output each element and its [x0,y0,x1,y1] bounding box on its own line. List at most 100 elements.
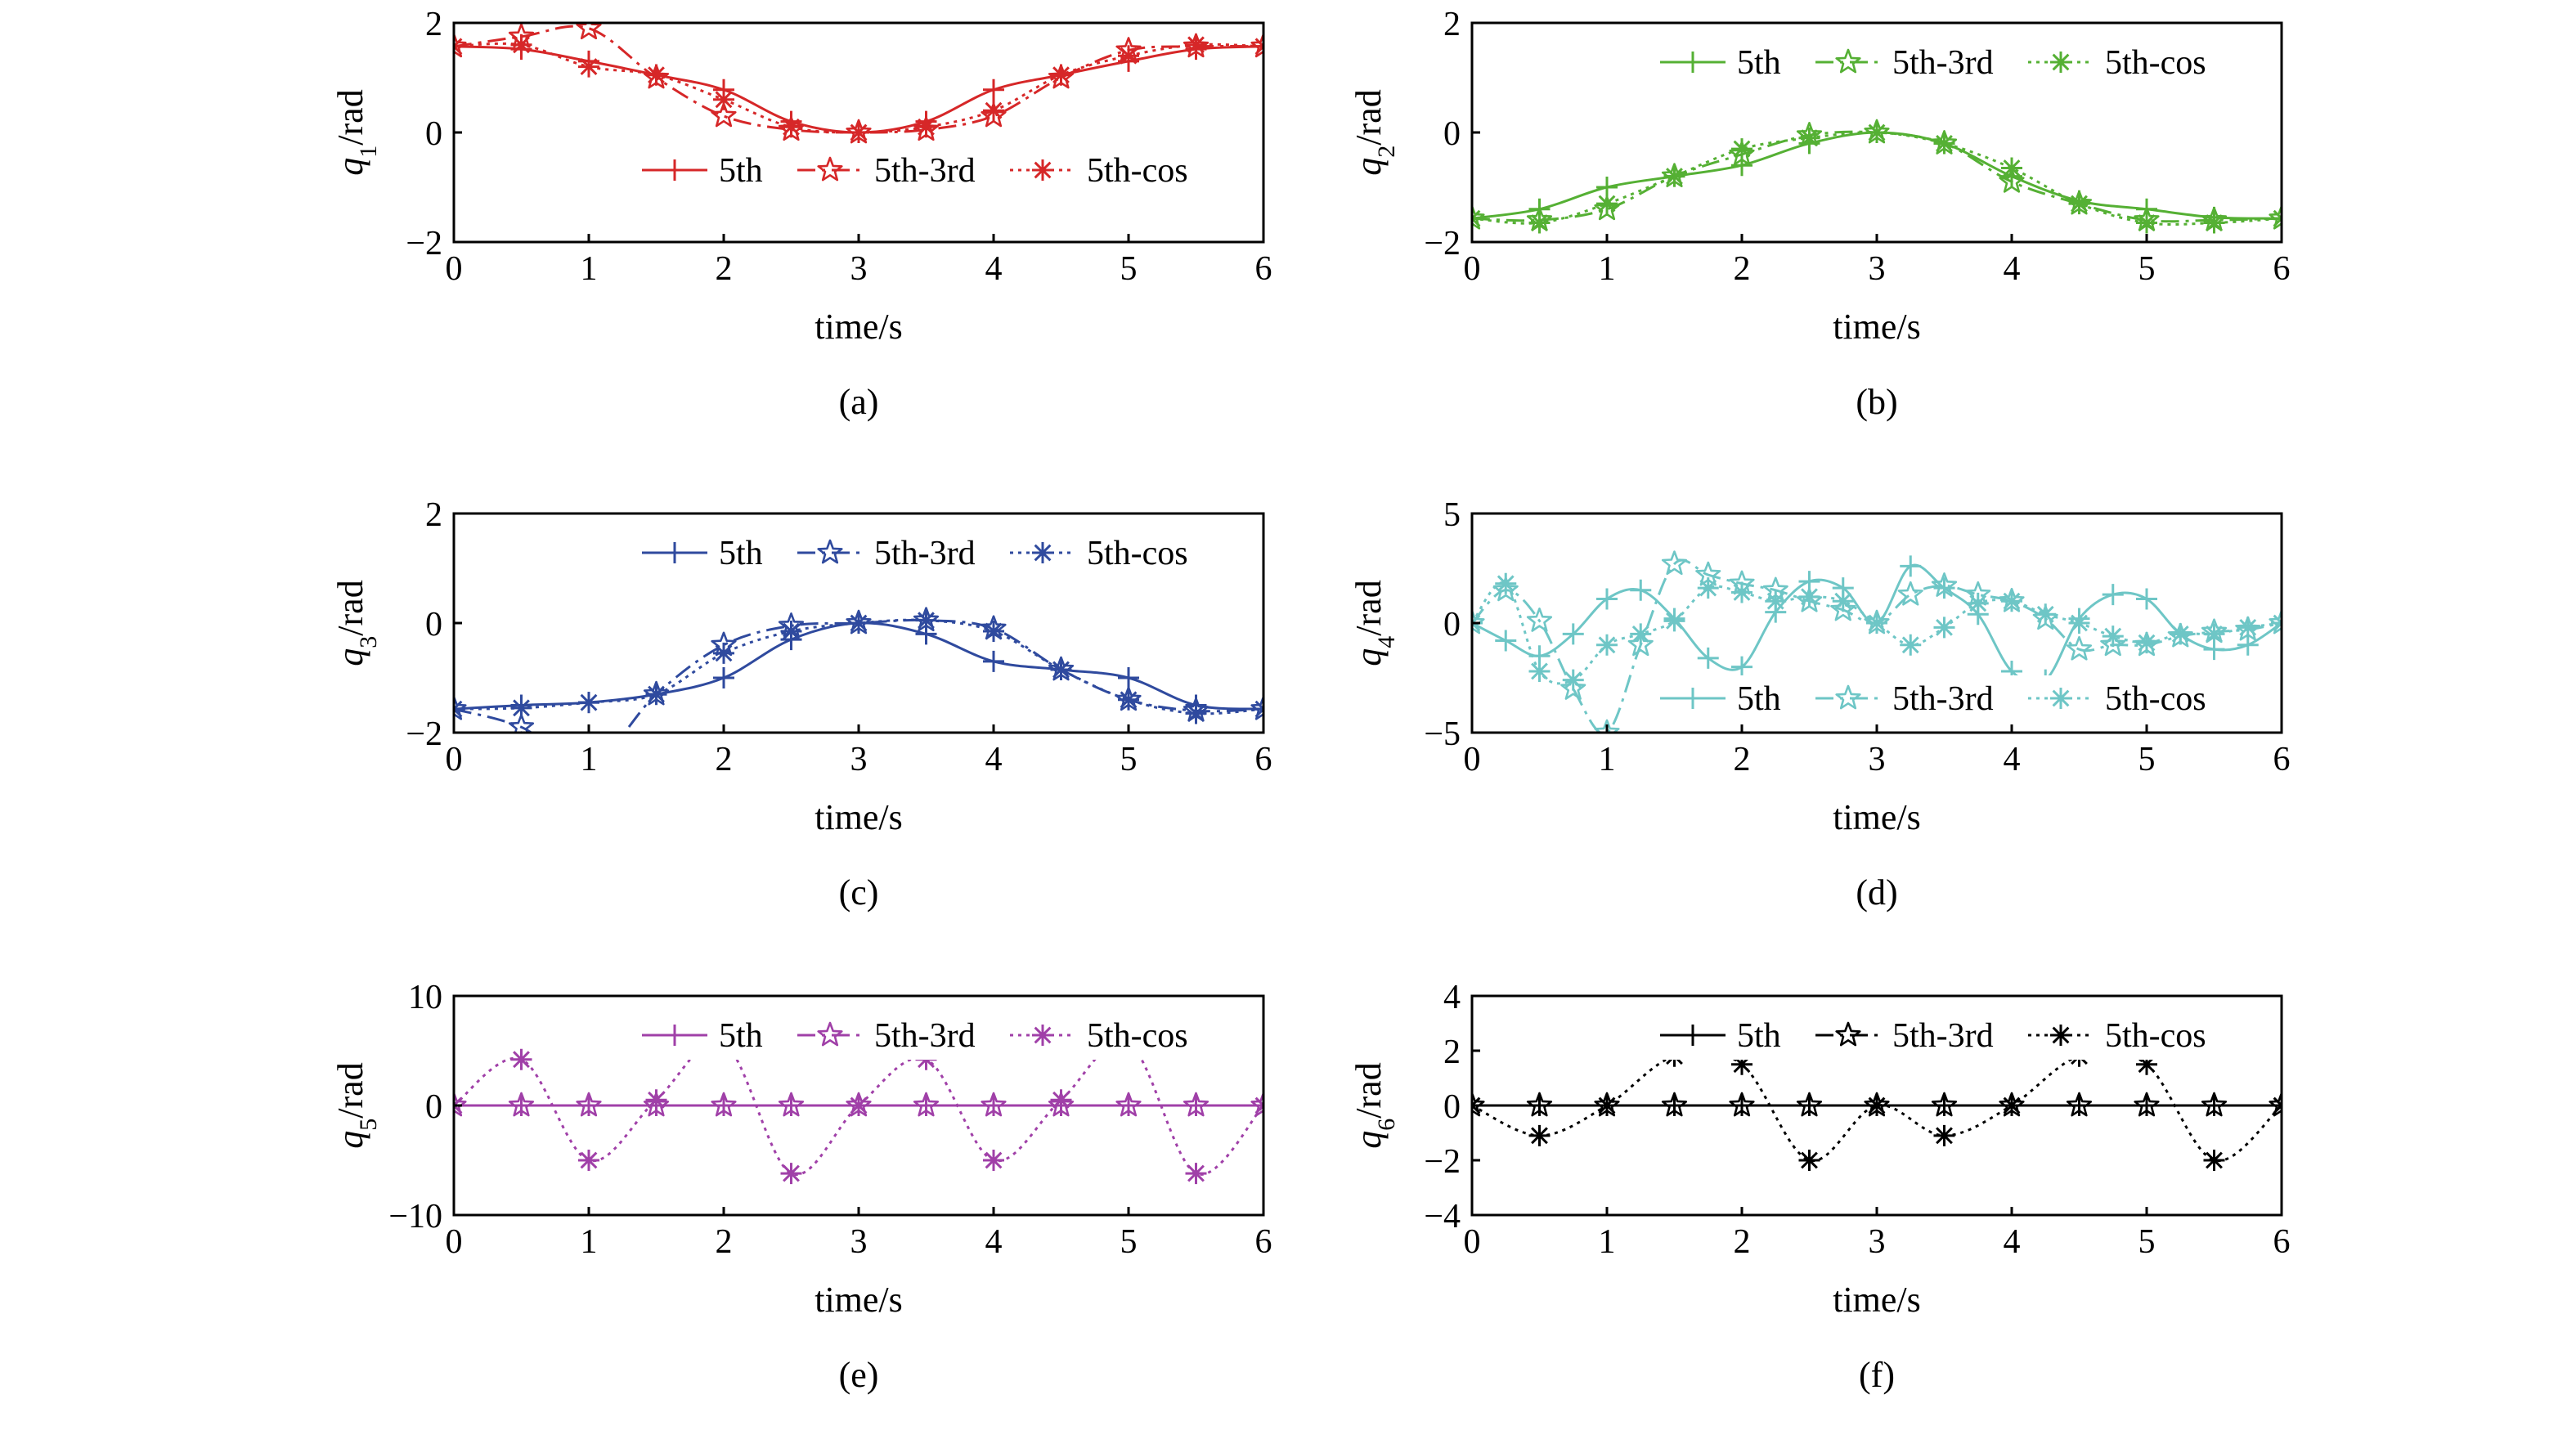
legend-label-5th: 5th [1737,680,1781,718]
legend-marker-5th-3rd [817,156,843,182]
x-axis-label: time/s [815,1280,903,1320]
point-marker-5th [983,650,1004,672]
y-tick-label: −2 [1424,225,1461,262]
point-marker-5th-cos [1832,590,1854,612]
x-axis-label: time/s [815,307,903,347]
point-marker-5th-3rd [981,1092,1007,1117]
point-marker-5th-3rd [1492,576,1519,602]
legend-marker-5th [1682,52,1703,73]
point-marker-5th-cos [2001,157,2022,179]
x-tick-label: 1 [1599,741,1616,778]
point-marker-5th [2102,584,2124,606]
point-marker-5th-cos [1866,1095,1887,1116]
series-line-5th-cos [454,618,1263,715]
y-tick-label: −5 [1424,715,1461,753]
x-tick-label: 1 [581,250,598,288]
legend-label-5th-3rd: 5th-3rd [1892,44,1994,82]
point-marker-5th-3rd [1729,1092,1755,1117]
legend-marker-5th-cos [1032,1025,1053,1046]
point-marker-5th-3rd [1661,550,1688,576]
x-tick-label: 0 [1464,250,1481,288]
point-marker-5th [1731,656,1752,678]
y-tick-label: −4 [1424,1198,1461,1235]
y-tick-label: 0 [425,115,442,153]
x-tick-label: 0 [446,741,463,778]
panel-caption: (c) [839,872,879,913]
x-tick-label: 3 [1869,741,1886,778]
legend-marker-5th-cos [2050,52,2071,73]
point-marker-5th [983,78,1004,101]
point-marker-5th [1495,630,1517,652]
y-tick-label: 10 [408,979,442,1016]
point-marker-5th-cos [983,100,1004,122]
point-marker-5th-3rd [576,23,602,40]
x-tick-label: 4 [2004,741,2021,778]
point-marker-5th-cos [1528,1124,1551,1146]
legend-label-5th-cos: 5th-cos [1087,535,1188,572]
point-marker-5th-cos [780,621,802,643]
point-marker-5th-cos [915,116,937,138]
x-tick-label: 6 [2273,1223,2291,1261]
x-tick-label: 2 [716,1223,733,1261]
y-tick-label: 0 [1443,115,1461,153]
point-marker-5th [1596,588,1618,610]
point-marker-5th-3rd [1472,1092,1485,1117]
point-marker-5th-cos [578,1150,599,1171]
point-marker-5th-3rd [2066,635,2093,661]
point-marker-5th-cos [1118,45,1139,67]
x-tick-label: 3 [850,1223,868,1261]
y-tick-label: 0 [425,1088,442,1126]
y-tick-label: 2 [425,496,442,534]
point-marker-5th-cos [848,1095,869,1116]
point-marker-5th-cos [713,88,734,110]
panel-caption: (d) [1856,872,1897,913]
y-tick-label: 2 [1443,1034,1461,1071]
x-tick-label: 1 [1599,250,1616,288]
point-marker-5th-cos [1765,590,1787,612]
point-marker-5th-cos [1663,610,1685,632]
point-marker-5th-cos [1900,634,1922,656]
point-marker-5th-cos [2068,612,2090,634]
series-line-5th [454,621,1263,711]
x-tick-label: 1 [581,741,598,778]
point-marker-5th-3rd [2269,1092,2282,1117]
x-tick-label: 0 [446,250,463,288]
plot-area-c [454,607,1263,733]
legend-marker-5th-cos [2050,1025,2071,1046]
x-axis-label: time/s [815,797,903,837]
plot-area-a [454,23,1263,144]
point-marker-5th-3rd [711,102,737,128]
legend-background [1636,675,2269,723]
point-marker-5th-cos [1798,127,1820,149]
point-marker-5th-cos [1528,212,1551,234]
legend-label-5th-cos: 5th-cos [1087,152,1188,190]
point-marker-5th-3rd [1560,675,1586,700]
legend: 5th 5th-3rd 5th-cos [1636,39,2269,87]
point-marker-5th-3rd [1931,1092,1958,1117]
point-marker-5th-cos [645,1089,667,1111]
point-marker-5th-3rd [1250,33,1263,58]
point-marker-5th-cos [1866,122,1887,143]
legend-label-5th: 5th [1737,44,1781,82]
point-marker-5th-cos [1528,660,1551,682]
point-marker-5th-cos [1933,1124,1955,1146]
x-tick-label: 3 [1869,250,1886,288]
point-marker-5th-3rd [1796,1092,1823,1117]
x-tick-label: 3 [1869,1223,1886,1261]
legend-label-5th: 5th [719,1017,763,1055]
legend-label-5th-cos: 5th-cos [2105,1017,2206,1055]
legend-marker-5th-cos [1032,159,1053,181]
x-tick-label: 1 [581,1223,598,1261]
point-marker-5th-3rd [454,695,467,720]
point-marker-5th-cos [578,56,599,78]
legend-marker-5th [1682,1025,1703,1046]
x-tick-label: 5 [1120,741,1138,778]
legend-label-5th-cos: 5th-cos [2105,44,2206,82]
legend: 5th 5th-3rd 5th-cos [1636,1012,2269,1060]
legend-marker-5th-3rd [1835,48,1861,74]
point-marker-5th-cos [2136,1053,2157,1075]
legend-label-5th: 5th [719,535,763,572]
